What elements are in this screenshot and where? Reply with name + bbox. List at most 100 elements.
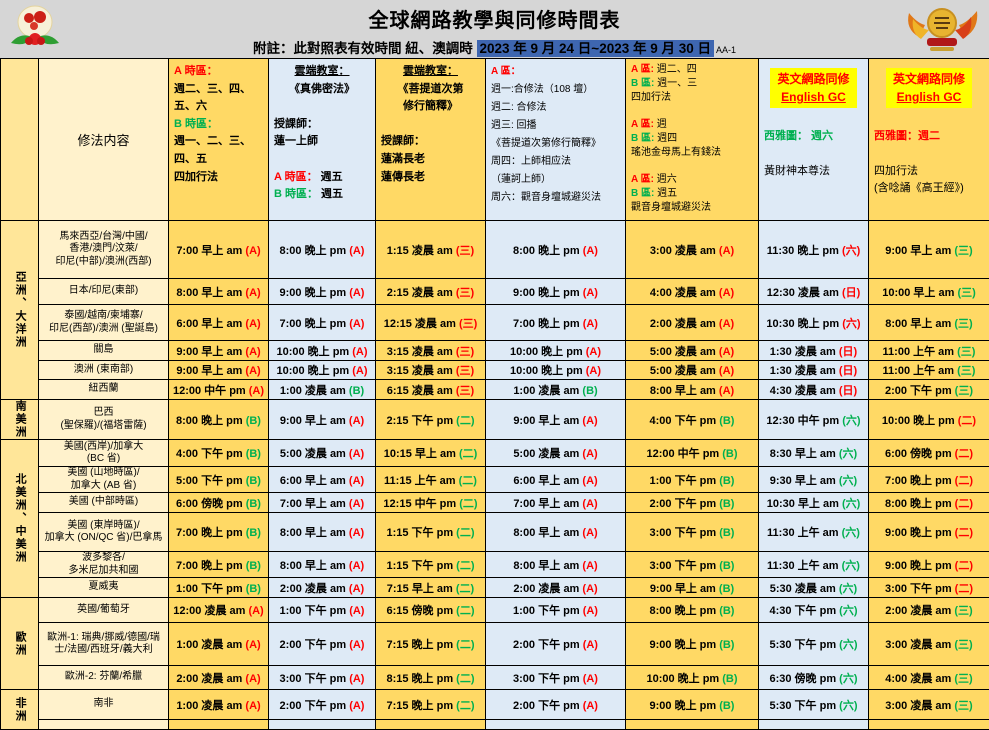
time-text: 7:15 早上 am <box>387 583 456 595</box>
header-text-segment: 週一:合修法（108 壇） <box>491 84 593 95</box>
header-text-segment: 週一、二、三、四、五 <box>174 135 251 165</box>
time-text: 3:00 下午 pm <box>513 673 583 685</box>
country-cell: 美國(西岸)/加拿大 (BC 省) <box>39 440 169 467</box>
zone-day-suffix: (二) <box>456 560 474 572</box>
time-cell: 6:00 傍晚 pm (B) <box>169 493 269 513</box>
zone-day-suffix: (A) <box>583 673 598 685</box>
time-text: 8:00 早上 am <box>513 527 582 539</box>
header-line: A 時區： <box>174 63 263 81</box>
time-text: 10:00 晚上 pm <box>882 415 958 427</box>
header-text-segment: 瑤池金母馬上有錢法 <box>631 147 721 158</box>
country-cell: 日本/印尼(東部) <box>39 279 169 305</box>
zone-day-suffix: (A) <box>245 639 260 651</box>
zone-day-suffix: (A) <box>583 700 598 712</box>
time-text: 12:15 凌晨 am <box>384 318 459 330</box>
time-text: 1:30 凌晨 am <box>770 346 839 358</box>
time-cell: 12:00 中午 pm (B) <box>626 440 759 467</box>
region-label: 非洲 <box>13 697 26 723</box>
header-text-segment: 雲端教室： <box>295 65 350 77</box>
country-cell: 巴西 (聖保羅)/(福塔雷薩) <box>39 400 169 440</box>
time-cell: 7:00 晚上 pm (A) <box>269 305 376 341</box>
zone-day-suffix: (B) <box>719 605 734 617</box>
country-cell: 歐洲-2: 芬蘭/希臘 <box>39 666 169 690</box>
header-line: (含唸誦《高王經》) <box>874 180 984 198</box>
time-text: 12:30 凌晨 am <box>767 287 842 299</box>
time-cell: 1:00 凌晨 am (B) <box>486 380 626 400</box>
time-text: 8:00 晚上 pm <box>885 498 955 510</box>
zone-day-suffix: (六) <box>842 527 860 539</box>
zone-day-suffix: (A) <box>349 498 364 510</box>
time-text: 12:15 中午 pm <box>383 498 459 510</box>
zone-day-suffix: (三) <box>957 287 975 299</box>
header-text-segment: B 時區： <box>174 118 218 130</box>
zone-day-suffix: (A) <box>349 673 364 685</box>
header-line <box>274 98 370 116</box>
zone-day-suffix: (三) <box>456 365 474 377</box>
time-cell: 2:00 下午 pm (A) <box>486 690 626 720</box>
zone-day-suffix: (二) <box>955 475 973 487</box>
header-line: B 區: 週四 <box>631 132 753 146</box>
time-text: 1:00 下午 pm <box>176 583 246 595</box>
time-text: 8:00 晚上 pm <box>513 245 583 257</box>
time-cell: 7:00 早上 am (A) <box>169 221 269 279</box>
zone-day-suffix: (二) <box>456 605 474 617</box>
header-text-segment: 四加行法 <box>874 165 918 177</box>
header-text-segment: 週五 <box>654 188 677 199</box>
table-row: 澳洲 (東南部)9:00 早上 am (A)10:00 晚上 pm (A)3:1… <box>1 361 989 380</box>
header-line: 週二: 合修法 <box>491 99 620 117</box>
page-title: 全球網路教學與同修時間表 <box>0 4 989 33</box>
time-cell: 1:00 凌晨 am (A) <box>169 690 269 720</box>
header-text-segment: 觀音身壇城避災法 <box>631 202 711 213</box>
header-line: 《菩提道次第 <box>381 81 480 99</box>
time-cell: 10:00 晚上 pm (A) <box>486 361 626 380</box>
time-text: 1:00 凌晨 am <box>280 385 349 397</box>
time-text: 9:00 晚上 pm <box>513 287 583 299</box>
time-cell: 10:00 晚上 pm (二) <box>869 400 989 440</box>
time-text: 2:00 凌晨 am <box>280 583 349 595</box>
time-cell: 2:00 凌晨 am (A) <box>486 578 626 598</box>
header-line: B 區: 週一、三 <box>631 77 753 91</box>
zone-day-suffix: (三) <box>957 365 975 377</box>
country-cell: 美國 (中部時區) <box>39 493 169 513</box>
time-text: 12:00 中午 pm <box>646 448 722 460</box>
zone-day-suffix: (三) <box>954 245 972 257</box>
zone-day-suffix: (六) <box>839 700 857 712</box>
header-text-segment: 《菩提道次第修行簡釋》 <box>491 138 601 149</box>
time-text: 3:00 下午 pm <box>650 560 720 572</box>
time-cell: 1:15 下午 pm (二) <box>376 552 486 578</box>
zone-day-suffix: (六) <box>842 245 860 257</box>
header-text-segment: B 區: <box>631 78 654 89</box>
time-cell: 2:00 下午 pm (A) <box>269 623 376 666</box>
zone-day-suffix: (六) <box>839 639 857 651</box>
zone-day-suffix: (二) <box>456 583 474 595</box>
time-text: 8:00 早上 am <box>513 560 582 572</box>
zone-day-suffix: (二) <box>955 448 973 460</box>
time-text: 1:00 下午 pm <box>513 605 583 617</box>
time-text: 2:00 下午 pm <box>885 385 955 397</box>
time-text: 8:00 早上 am <box>176 287 245 299</box>
country-cell: 澳洲 (東南部) <box>39 361 169 380</box>
zone-day-suffix: (B) <box>719 415 734 427</box>
time-text: 5:00 凌晨 am <box>650 346 719 358</box>
header-line: 雲端教室： <box>274 63 370 81</box>
date-range-highlight: 2023 年 9 月 24 日~2023 年 9 月 30 日 <box>477 40 715 57</box>
zone-day-suffix: (A) <box>582 583 597 595</box>
time-cell: 8:30 早上 am (六) <box>759 440 869 467</box>
zone-day-suffix: (B) <box>349 385 364 397</box>
time-cell: 12:15 中午 pm (二) <box>376 493 486 513</box>
header-text-segment: （蓮訶上師） <box>491 174 551 185</box>
time-cell: 8:00 早上 am (A) <box>486 513 626 552</box>
time-text: 9:00 晚上 pm <box>885 560 955 572</box>
zone-day-suffix: (二) <box>459 498 477 510</box>
header-text-segment: 週二、三、四、五、六 <box>174 83 251 113</box>
time-text: 10:00 晚上 pm <box>276 365 352 377</box>
time-cell: 1:00 凌晨 am (B) <box>269 380 376 400</box>
zone-day-suffix: (三) <box>955 385 973 397</box>
zone-day-suffix: (B) <box>719 527 734 539</box>
time-text: 7:00 晚上 pm <box>885 475 955 487</box>
header-line: A 區: 週二、四 <box>631 63 753 77</box>
